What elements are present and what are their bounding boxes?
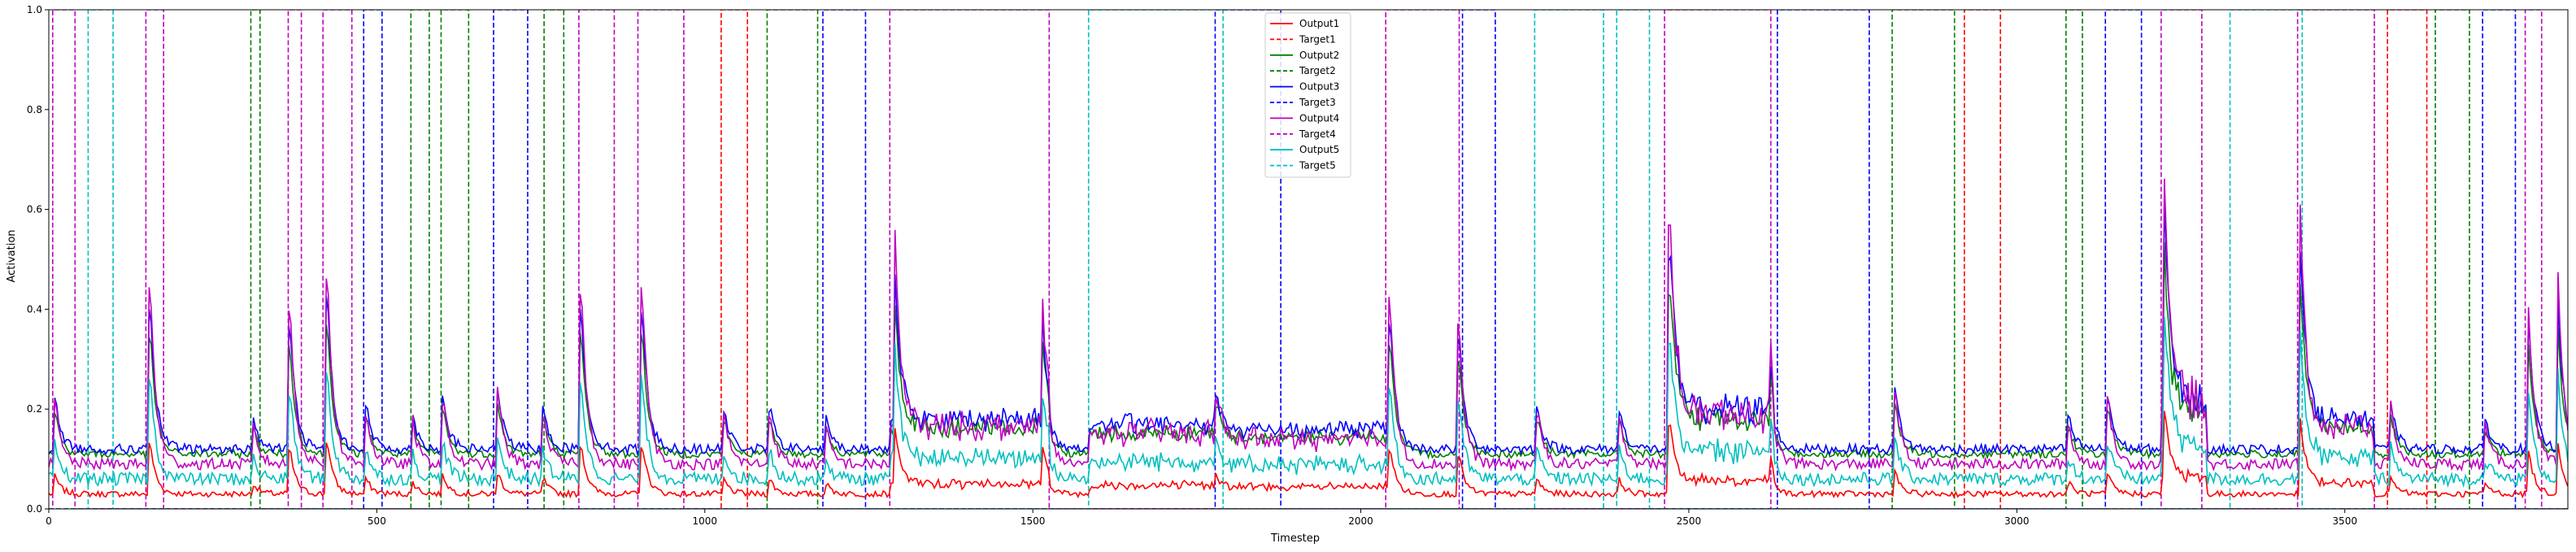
legend-label: Output5 [1299, 144, 1339, 155]
y-tick-label: 0.0 [27, 503, 42, 515]
x-tick-label: 2500 [1677, 515, 1702, 527]
y-axis-label: Activation [6, 229, 18, 282]
axes-frame [48, 9, 2569, 510]
y-tick-label: 1.0 [27, 4, 42, 15]
output-line-4 [49, 178, 2568, 472]
legend-label: Output2 [1299, 50, 1339, 61]
output-line-5 [49, 316, 2568, 489]
legend-label: Target4 [1299, 128, 1336, 140]
x-tick-label: 3000 [2004, 515, 2030, 527]
y-tick-label: 0.6 [27, 204, 42, 215]
y-tick-label: 0.2 [27, 403, 42, 415]
target-line-5 [49, 10, 2568, 509]
plot-area [49, 10, 2568, 509]
legend-label: Output4 [1299, 112, 1339, 124]
y-tick-label: 0.8 [27, 104, 42, 115]
x-tick-label: 0 [46, 515, 52, 527]
legend-label: Output1 [1299, 18, 1339, 29]
target-line-3 [49, 10, 2568, 509]
x-tick-label: 1000 [692, 515, 717, 527]
legend-label: Target1 [1299, 33, 1336, 45]
legend-label: Output3 [1299, 81, 1339, 93]
target-line-2 [49, 10, 2568, 509]
axes: 0 500 1000 1500 2000 2500 3000 3500 0.0 0.2 0.4 0.6… [27, 4, 2569, 527]
legend-label: Target3 [1299, 97, 1336, 108]
output-line-1 [49, 411, 2568, 499]
legend-label: Target5 [1299, 160, 1336, 172]
y-tick-label: 0.4 [27, 303, 42, 315]
x-tick-label: 3500 [2332, 515, 2357, 527]
output-line-2 [49, 241, 2568, 461]
x-tick-label: 2000 [1348, 515, 1373, 527]
x-axis-label: Timestep [1270, 532, 1320, 545]
output-line-3 [49, 198, 2568, 457]
x-tick-label: 1500 [1020, 515, 1046, 527]
x-tick-label: 500 [368, 515, 386, 527]
legend-box [1264, 12, 1351, 178]
legend-label: Target2 [1299, 65, 1336, 76]
legend: Output1 Target1 Output2 Target2 Output3 Targe… [1264, 12, 1351, 178]
series-group [49, 10, 2568, 509]
